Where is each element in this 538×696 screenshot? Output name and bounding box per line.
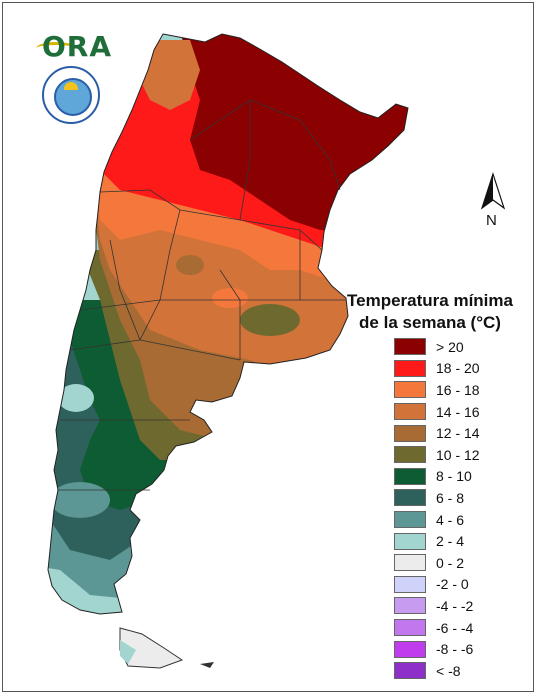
legend-item: 16 - 18	[394, 379, 480, 401]
small-island	[200, 662, 214, 668]
north-arrow: N	[478, 172, 508, 232]
province-borders	[58, 99, 346, 491]
legend-item: 10 - 12	[394, 444, 480, 466]
legend-label: -2 - 0	[436, 576, 469, 593]
legend-label: -8 - -6	[436, 641, 474, 658]
legend-item: -8 - -6	[394, 638, 480, 660]
north-label: N	[486, 212, 497, 229]
country-outline	[47, 33, 409, 615]
legend-item: 12 - 14	[394, 422, 480, 444]
legend-label: 2 - 4	[436, 533, 465, 550]
legend-swatch	[394, 532, 426, 550]
legend-label: 8 - 10	[436, 468, 472, 485]
legend-swatch	[394, 359, 426, 377]
legend-label: < -8	[436, 662, 461, 679]
legend-swatch	[394, 662, 426, 680]
legend-label: 0 - 2	[436, 554, 465, 571]
institution-seal-icon	[42, 66, 100, 124]
legend-label: 18 - 20	[436, 360, 480, 377]
legend-item: 14 - 16	[394, 401, 480, 423]
legend-label: -4 - -2	[436, 597, 474, 614]
logo-swoosh-icon	[36, 42, 76, 55]
legend-label: 6 - 8	[436, 489, 465, 506]
legend-label: 16 - 18	[436, 381, 480, 398]
legend-item: 8 - 10	[394, 466, 480, 488]
north-arrow-icon	[480, 172, 506, 210]
ora-logo-text: ORA	[42, 30, 113, 63]
legend-swatch	[394, 597, 426, 615]
legend-item: 18 - 20	[394, 358, 480, 380]
legend-swatch	[394, 381, 426, 399]
legend-swatch	[394, 424, 426, 442]
legend-item: -2 - 0	[394, 574, 480, 596]
legend-title-line2: de la semana (°C)	[359, 313, 501, 332]
legend-swatch	[394, 338, 426, 356]
legend-swatch	[394, 403, 426, 421]
legend-swatch	[394, 640, 426, 658]
legend-item: -4 - -2	[394, 595, 480, 617]
legend-swatch	[394, 446, 426, 464]
legend-swatch	[394, 554, 426, 572]
legend-swatch	[394, 575, 426, 593]
legend: > 20 18 - 20 16 - 18 14 - 16 12 - 14 10 - 12 8…	[394, 336, 480, 682]
legend-item: > 20	[394, 336, 480, 358]
ora-logo: ORA	[36, 28, 111, 63]
legend-item: < -8	[394, 660, 480, 682]
legend-swatch	[394, 489, 426, 507]
legend-swatch	[394, 511, 426, 529]
legend-label: 10 - 12	[436, 446, 480, 463]
legend-label: > 20	[436, 338, 464, 355]
legend-item: 6 - 8	[394, 487, 480, 509]
legend-item: 0 - 2	[394, 552, 480, 574]
legend-label: -6 - -4	[436, 619, 474, 636]
legend-label: 12 - 14	[436, 425, 480, 442]
legend-title: Temperatura mínima de la semana (°C)	[332, 290, 528, 334]
legend-item: 2 - 4	[394, 530, 480, 552]
legend-swatch	[394, 467, 426, 485]
legend-label: 4 - 6	[436, 511, 465, 528]
legend-label: 14 - 16	[436, 403, 480, 420]
legend-title-line1: Temperatura mínima	[347, 291, 513, 310]
legend-item: 4 - 6	[394, 509, 480, 531]
legend-item: -6 - -4	[394, 617, 480, 639]
legend-swatch	[394, 619, 426, 637]
